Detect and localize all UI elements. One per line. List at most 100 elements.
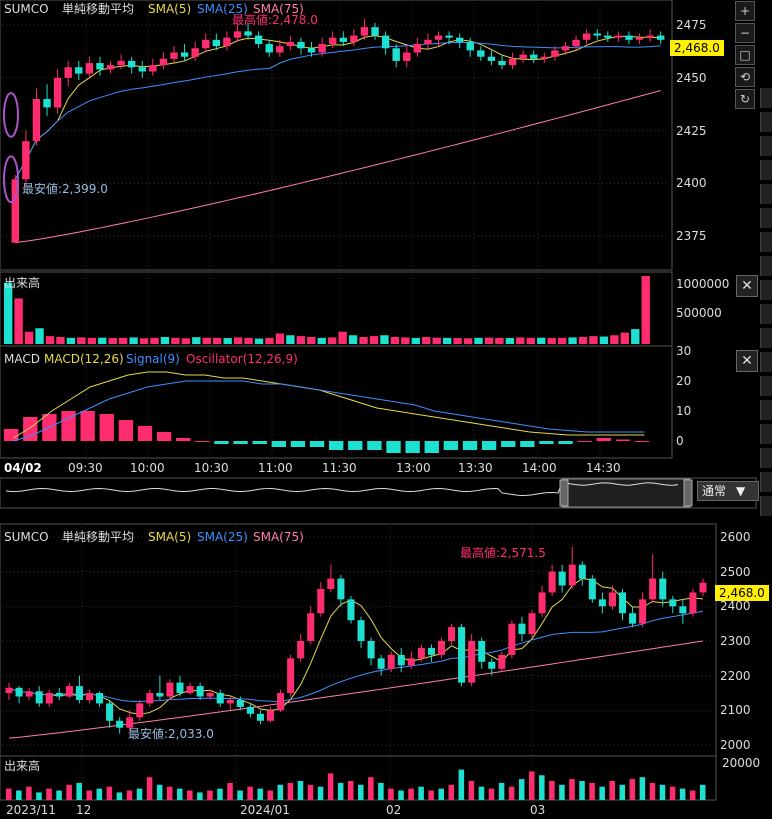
side-tool-button[interactable] <box>760 328 772 348</box>
side-tool-button[interactable] <box>760 424 772 444</box>
daily-volume-tick: 20000 <box>722 756 761 770</box>
daily-candle <box>397 654 405 666</box>
daily-candle <box>528 613 536 635</box>
side-tool-button[interactable] <box>760 88 772 108</box>
oscillator-bar <box>214 441 229 444</box>
macd-line <box>13 371 645 439</box>
daily-candle <box>478 641 486 662</box>
intraday-volume-bar <box>118 337 128 344</box>
side-tool-button[interactable] <box>760 256 772 276</box>
intraday-volume-bar <box>526 337 535 344</box>
daily-volume-bar <box>327 773 334 800</box>
redo-icon[interactable]: ↻ <box>735 89 755 109</box>
side-tool-button[interactable] <box>760 400 772 420</box>
intraday-candle <box>466 41 474 51</box>
daily-sma25-line <box>8 610 704 702</box>
daily-candle <box>85 693 94 700</box>
zoom-in-icon[interactable]: + <box>735 1 755 21</box>
intraday-candle <box>657 35 665 40</box>
intraday-volume-bar <box>192 337 201 344</box>
intraday-candle <box>530 54 538 59</box>
intraday-volume-bar <box>14 298 23 344</box>
reload-icon[interactable]: ⟲ <box>735 67 755 87</box>
oscillator-bar <box>195 441 210 442</box>
close-pane-button[interactable]: ✕ <box>736 275 758 297</box>
intraday-volume-bar <box>631 329 640 344</box>
side-tool-button[interactable] <box>760 208 772 228</box>
daily-volume-bar <box>689 790 696 800</box>
side-tool-button[interactable] <box>760 160 772 180</box>
navigator-selection[interactable] <box>561 478 691 508</box>
oscillator-bar <box>501 441 516 447</box>
intraday-candle <box>117 60 125 66</box>
oscillator-bar <box>23 417 38 441</box>
daily-volume-bar <box>498 782 505 800</box>
daily-high-label: 最高値:2,571.5 <box>460 546 546 560</box>
intraday-volume-bar <box>139 338 149 344</box>
side-tool-button[interactable] <box>760 112 772 132</box>
daily-volume-bar <box>207 790 213 800</box>
side-tool-button[interactable] <box>760 496 772 516</box>
intraday-sma75-legend: SMA(75) <box>253 2 304 16</box>
zoom-out-icon[interactable]: − <box>735 23 755 43</box>
daily-candle <box>669 599 677 607</box>
daily-volume-bar <box>428 790 434 800</box>
side-tool-button[interactable] <box>760 184 772 204</box>
daily-title: SUMCO <box>4 530 49 544</box>
daily-volume-bar <box>6 788 12 800</box>
daily-volume-bar <box>317 786 324 800</box>
intraday-price-tick: 2475 <box>676 18 707 33</box>
daily-candle <box>649 578 657 600</box>
intraday-candle <box>540 56 549 59</box>
side-tool-button[interactable] <box>760 448 772 468</box>
intraday-candle <box>582 33 591 40</box>
oscillator-bar <box>80 411 95 441</box>
side-tool-button[interactable] <box>760 472 772 492</box>
side-tool-button[interactable] <box>760 280 772 300</box>
daily-candle <box>699 582 707 593</box>
intraday-volume-bar <box>495 337 504 344</box>
daily-candle <box>186 686 194 694</box>
intraday-volume-bar <box>213 337 222 344</box>
oscillator-bar <box>443 441 459 450</box>
chart-mode-select[interactable]: 通常 ▼ <box>697 481 759 501</box>
oscillator-bar <box>596 438 611 441</box>
intraday-candle <box>445 35 453 38</box>
intraday-volume-bar <box>98 337 107 344</box>
intraday-sma5-line <box>14 35 661 180</box>
daily-candle <box>367 641 375 659</box>
daily-candle <box>45 693 53 704</box>
intraday-volume-bar <box>442 337 452 344</box>
oscillator-bar <box>462 441 478 450</box>
side-tool-button[interactable] <box>760 352 772 372</box>
daily-volume-bar <box>649 782 656 800</box>
intraday-candle <box>424 39 432 45</box>
daily-volume-bar <box>66 784 72 800</box>
side-tool-button[interactable] <box>760 376 772 396</box>
side-tool-button[interactable] <box>760 304 772 324</box>
daily-volume-bar <box>146 777 153 800</box>
close-pane-button[interactable]: ✕ <box>736 350 758 372</box>
daily-volume-bar <box>176 788 183 800</box>
side-tool-button[interactable] <box>760 232 772 252</box>
daily-candle <box>347 599 355 621</box>
daily-volume-bar <box>508 786 515 800</box>
daily-candle <box>216 693 224 704</box>
intraday-candle <box>297 41 305 49</box>
navigator-handle[interactable] <box>559 479 569 507</box>
daily-volume-bar <box>26 786 32 800</box>
navigator-handle[interactable] <box>683 479 693 507</box>
intraday-volume-bar <box>4 282 13 344</box>
intraday-candle <box>561 46 570 51</box>
low-marker-ellipse <box>3 155 19 204</box>
daily-candle <box>106 703 114 721</box>
daily-volume-bar <box>287 782 294 800</box>
intraday-candle <box>170 52 178 59</box>
side-tool-button[interactable] <box>760 136 772 156</box>
lock-icon[interactable]: □ <box>735 45 755 65</box>
intraday-low-label: 最安値:2,399.0 <box>22 182 108 196</box>
oscillator-bar <box>4 429 19 441</box>
oscillator-bar <box>156 432 172 441</box>
daily-date-tick: 2023/11 <box>6 803 56 817</box>
intraday-volume-bar <box>108 338 117 344</box>
